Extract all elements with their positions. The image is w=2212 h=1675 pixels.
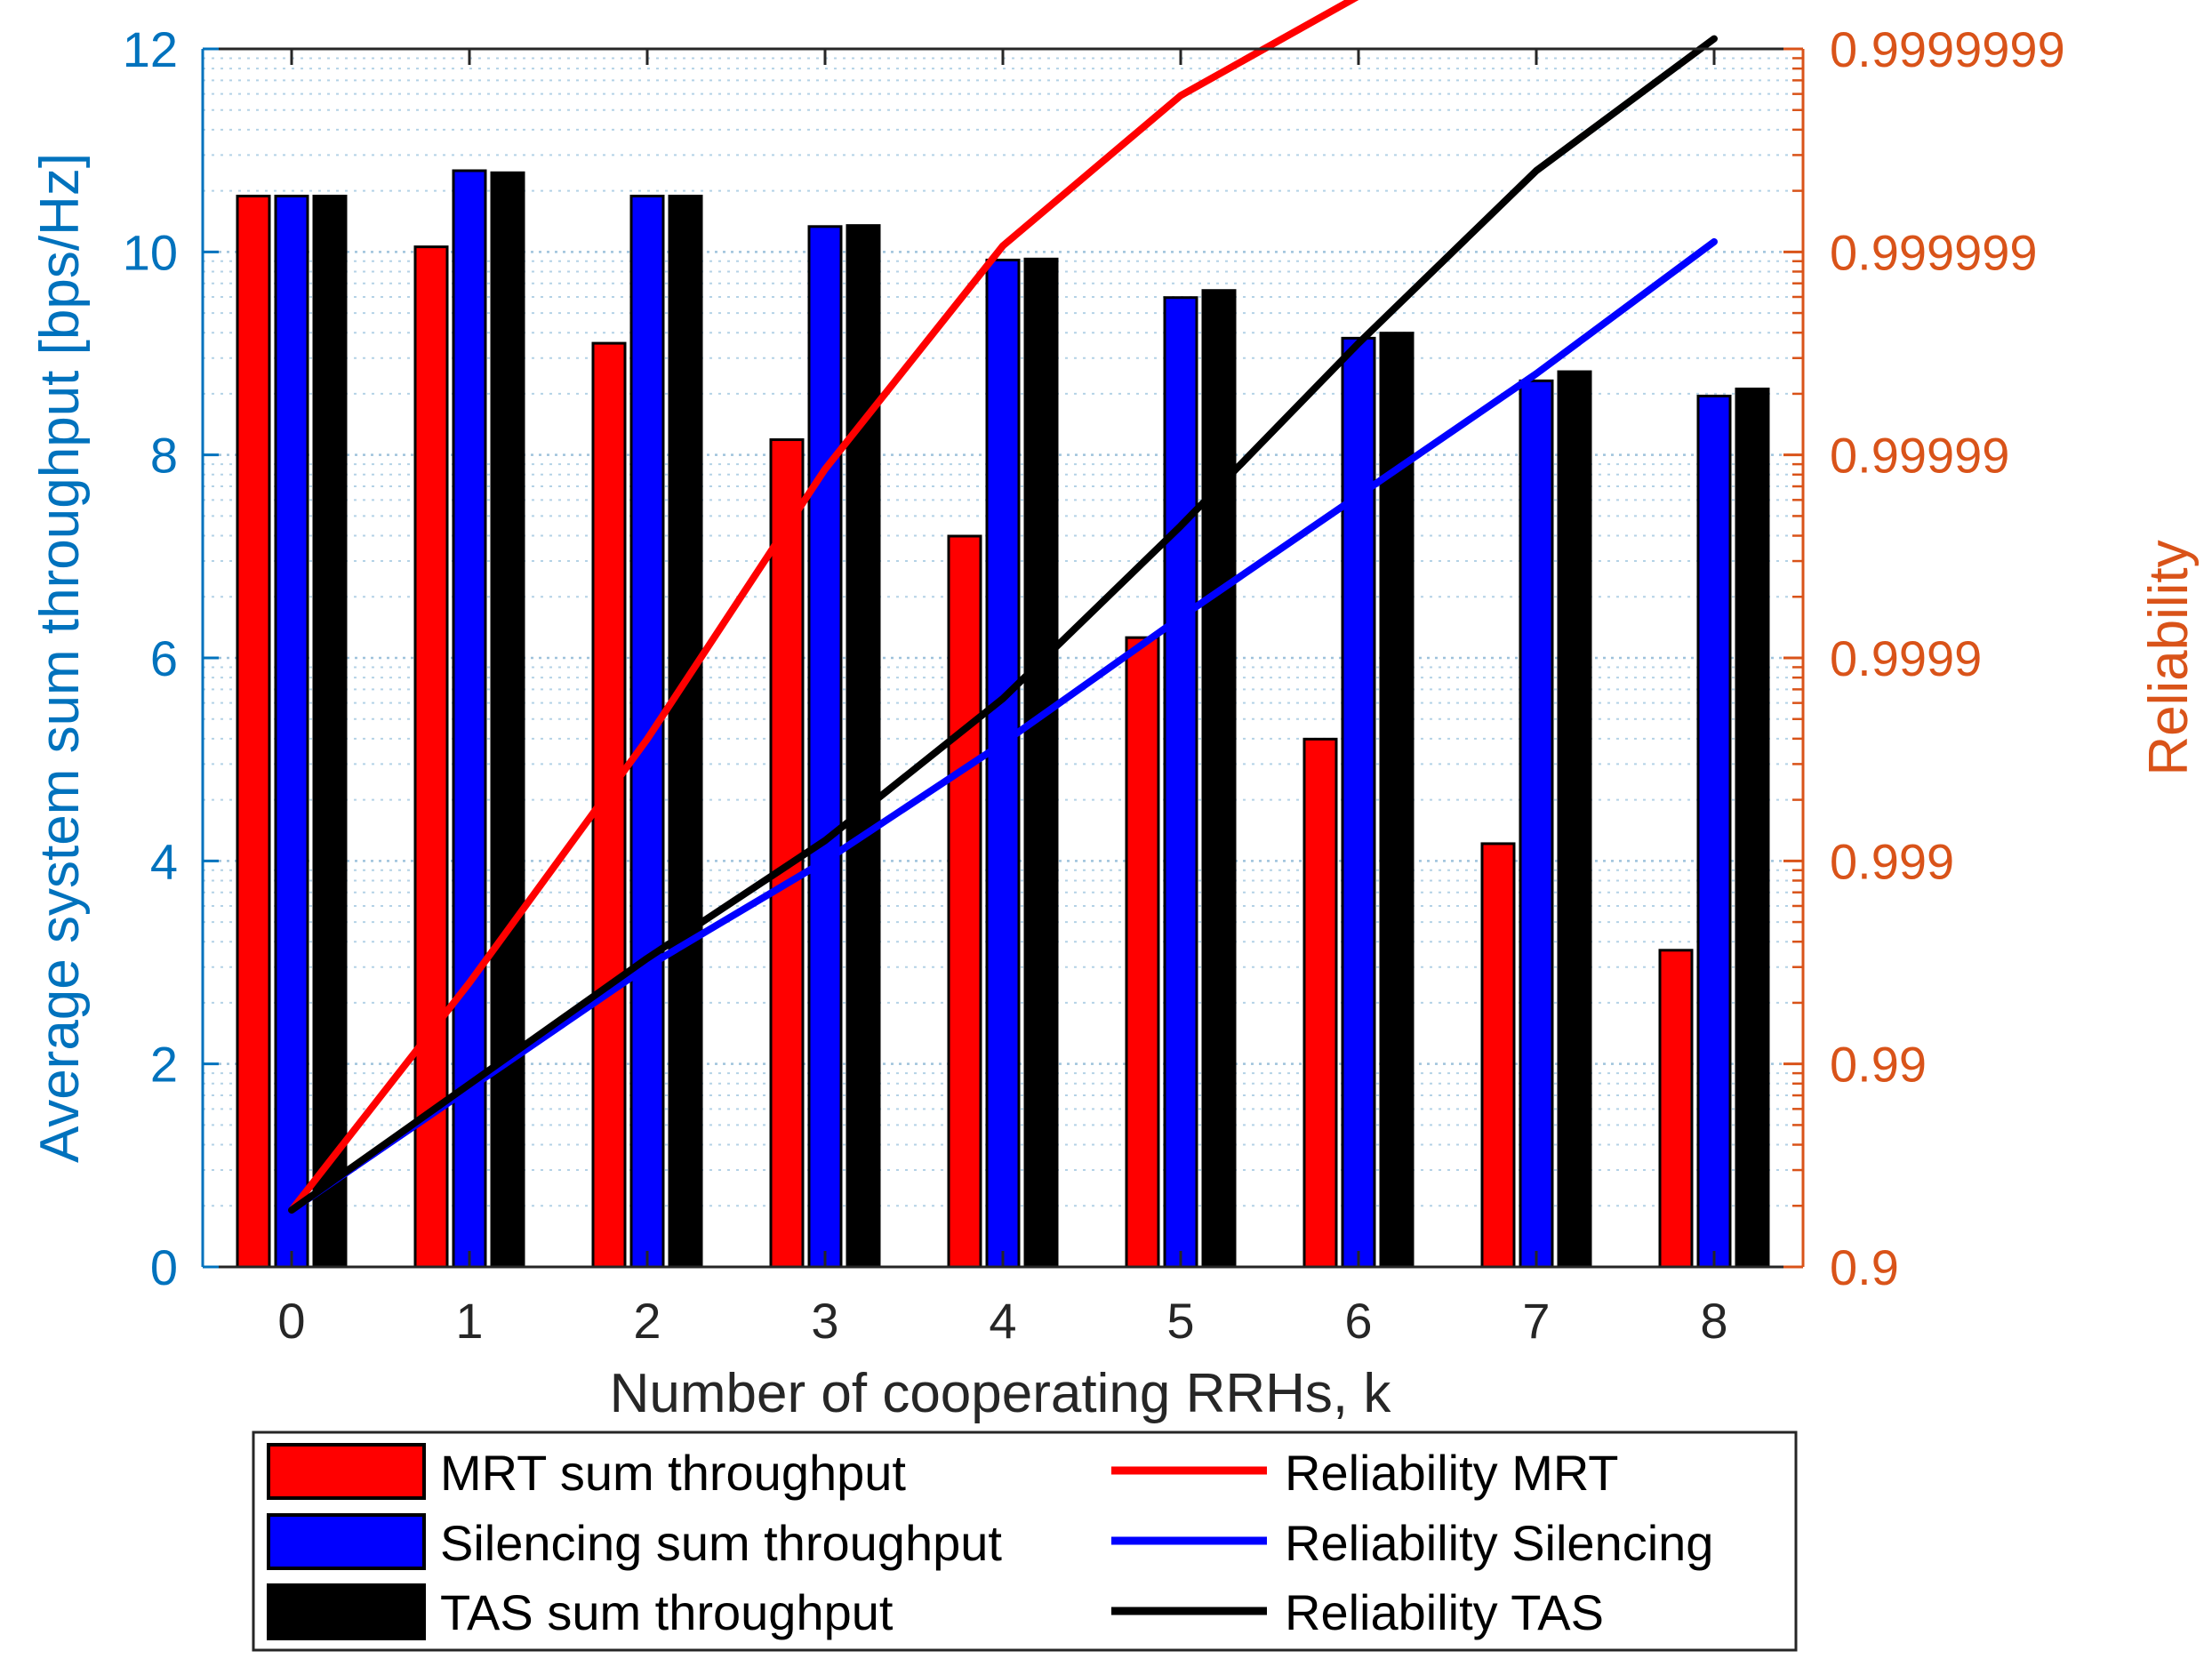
bar-tas-k0: [312, 195, 348, 1269]
bar-tas-k1: [490, 171, 525, 1269]
bar-tas-k4: [1023, 257, 1059, 1269]
bar-mrt-k8: [1658, 949, 1694, 1269]
line-reliability-tas: [288, 35, 1718, 1214]
bar-silencing-k4: [985, 258, 1021, 1269]
bar-silencing-k5: [1163, 296, 1198, 1269]
x-tick-label: 6: [1344, 1293, 1372, 1349]
bar-tas-k6: [1379, 332, 1415, 1269]
bar-tas-k5: [1201, 289, 1237, 1269]
y-tick-label-right: 0.999: [1830, 833, 1954, 889]
legend-label-silencing-line: Reliability Silencing: [1285, 1515, 1713, 1571]
x-tick-label: 7: [1522, 1293, 1550, 1349]
legend-swatch-tas-bar: [267, 1583, 426, 1640]
bar-silencing-k3: [807, 225, 843, 1269]
bar-tas-k7: [1557, 370, 1592, 1269]
bar-silencing-k8: [1696, 394, 1732, 1269]
bar-mrt-k7: [1480, 842, 1516, 1269]
tick-labels: 0 1 2 3 4 5 6 7 80246810120.90.990.9990.99990.99…: [123, 21, 2065, 1349]
bar-silencing-k0: [274, 195, 309, 1269]
y-tick-label-left: 10: [123, 224, 178, 280]
y-tick-label-left: 6: [150, 630, 178, 686]
bar-tas-k3: [846, 224, 881, 1269]
y-axis-label: Average system sum throughput [bps/Hz]: [29, 153, 91, 1163]
bar-tas-k8: [1735, 387, 1770, 1269]
x-tick-label: 2: [633, 1293, 661, 1349]
y-tick-label-left: 2: [150, 1037, 178, 1093]
line-reliability-mrt: [288, 0, 1359, 1214]
y-tick-label-right: 0.99999: [1830, 428, 2009, 484]
x-tick-label: 8: [1700, 1293, 1727, 1349]
x-tick-label: 4: [989, 1293, 1016, 1349]
bar-silencing-k2: [629, 195, 665, 1269]
x-tick-label: 3: [811, 1293, 838, 1349]
y2-axis-label: Reliability: [2138, 540, 2200, 775]
bar-silencing-k1: [452, 169, 487, 1269]
legend-swatch-mrt-bar: [267, 1443, 426, 1500]
y-tick-label-right: 0.9: [1830, 1239, 1899, 1295]
bar-mrt-k6: [1302, 737, 1338, 1269]
legend-label-mrt-line: Reliability MRT: [1285, 1445, 1618, 1501]
x-tick-label: 1: [455, 1293, 483, 1349]
bar-mrt-k3: [769, 438, 805, 1269]
legend-label-tas-bar: TAS sum throughput: [440, 1584, 894, 1640]
reliability-lines: [288, 0, 1718, 1214]
axes: [201, 47, 1805, 1269]
y-tick-label-right: 0.99: [1830, 1037, 1927, 1093]
y-tick-label-right: 0.9999999: [1830, 21, 2065, 77]
line-reliability-silencing: [288, 237, 1718, 1214]
legend-label-mrt-bar: MRT sum throughput: [440, 1445, 906, 1501]
y-tick-label-left: 0: [150, 1239, 178, 1295]
legend-swatch-silencing-bar: [267, 1513, 426, 1570]
bar-silencing-k7: [1519, 379, 1554, 1269]
legend-box: [252, 1431, 1798, 1652]
x-tick-label: 5: [1166, 1293, 1194, 1349]
bar-mrt-k4: [947, 534, 982, 1269]
y-tick-label-right: 0.999999: [1830, 224, 2038, 280]
y-tick-label-left: 8: [150, 428, 178, 484]
legend-label-silencing-bar: Silencing sum throughput: [440, 1515, 1002, 1571]
x-axis-label: Number of cooperating RRHs, k: [610, 1363, 1392, 1424]
y-tick-label-left: 4: [150, 833, 178, 889]
legend-label-tas-line: Reliability TAS: [1285, 1584, 1604, 1640]
bar-mrt-k0: [236, 195, 271, 1269]
bar-silencing-k6: [1341, 336, 1376, 1269]
bar-mrt-k5: [1125, 636, 1160, 1269]
y-tick-label-left: 12: [123, 21, 178, 77]
legend: MRT sum throughput Silencing sum through…: [252, 1431, 1798, 1652]
y-tick-label-right: 0.9999: [1830, 630, 1982, 686]
bar-tas-k2: [668, 195, 703, 1269]
x-tick-label: 0: [277, 1293, 305, 1349]
